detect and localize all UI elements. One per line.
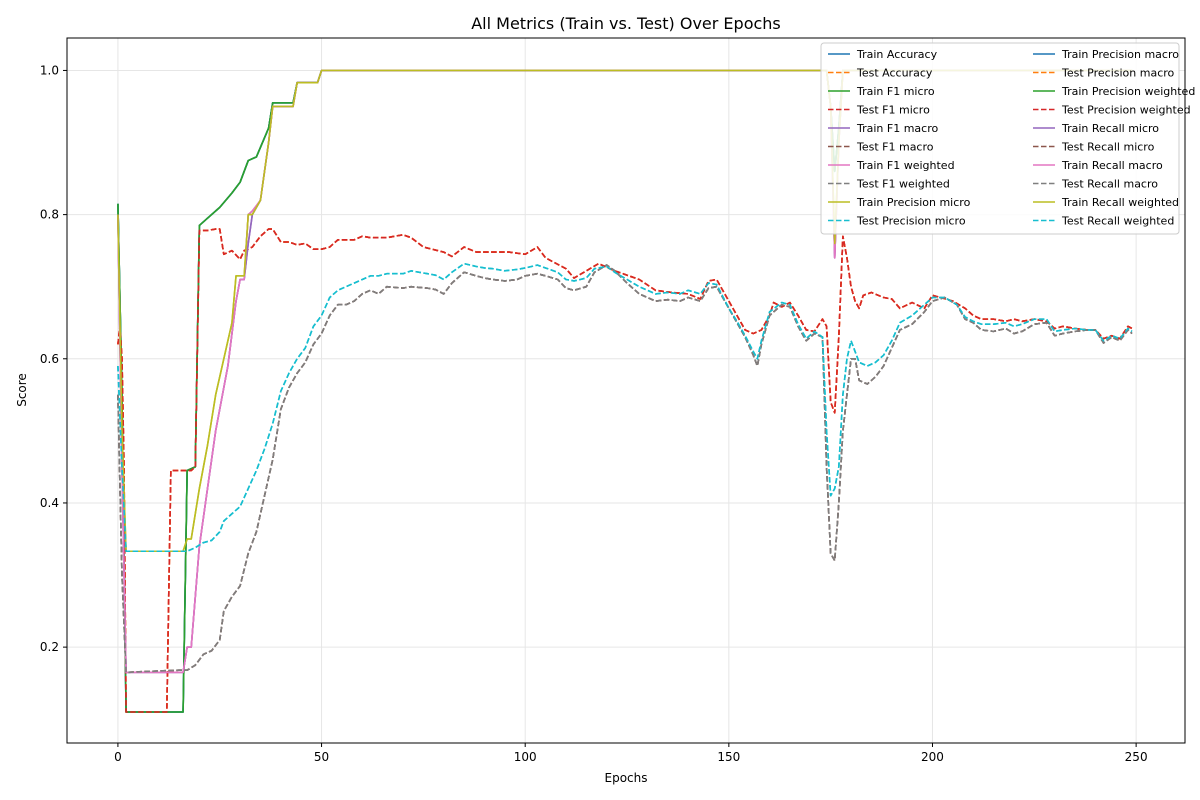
y-tick-label: 0.8 (40, 208, 59, 222)
y-tick-label: 0.2 (40, 640, 59, 654)
y-tick-label: 0.6 (40, 352, 59, 366)
plot-frame (66, 37, 1186, 744)
y-axis-label: Score (15, 373, 29, 407)
legend-entry-label: Train Accuracy (856, 48, 938, 61)
legend-entry-label: Train Recall micro (1061, 122, 1159, 135)
chart-title: All Metrics (Train vs. Test) Over Epochs (471, 14, 781, 33)
legend-box (820, 42, 1180, 235)
legend-entry-label: Train F1 micro (856, 85, 935, 98)
x-tick-label: 50 (314, 750, 329, 764)
series-line-test-recall-weighted (117, 262, 1133, 553)
legend-entry-label: Test Recall micro (1061, 141, 1155, 154)
tick-layer: 0 50 100 150 200 250 0.2 0.4 0.6 0.8 1.0 (40, 63, 1148, 764)
x-tick-label: 100 (514, 750, 537, 764)
x-tick-label: 0 (114, 750, 122, 764)
legend-entry-label: Train Precision weighted (1061, 85, 1195, 98)
series-line-test-precision-micro (117, 262, 1133, 553)
legend-entry-label: Train Precision micro (856, 196, 971, 209)
legend-entry-label: Train F1 weighted (856, 159, 955, 172)
x-axis-label: Epochs (605, 771, 648, 785)
series-line-test-precision-weighted (117, 228, 1133, 713)
x-tick-label: 250 (1125, 750, 1148, 764)
y-tick-label: 0.4 (40, 496, 59, 510)
legend-entry-label: Train Recall weighted (1061, 196, 1179, 209)
series-line-test-recall-macro (117, 264, 1133, 674)
legend-entry-label: Test Precision macro (1061, 67, 1175, 80)
legend-entry-label: Test F1 macro (856, 141, 934, 154)
legend-entry-label: Train F1 macro (856, 122, 938, 135)
legend-entry-label: Test Precision micro (856, 215, 966, 228)
y-tick-label: 1.0 (40, 63, 59, 77)
legend-entry-label: Train Recall macro (1061, 159, 1163, 172)
legend: Train Accuracy Test Accuracy Train F1 micr… (820, 42, 1195, 235)
legend-entry-label: Test Recall weighted (1061, 215, 1174, 228)
legend-entry-label: Test F1 micro (856, 104, 930, 117)
legend-entry-label: Test Accuracy (856, 67, 933, 80)
legend-entry-label: Train Precision macro (1061, 48, 1179, 61)
x-tick-label: 200 (921, 750, 944, 764)
legend-entry-label: Test Recall macro (1061, 178, 1158, 191)
legend-entry-label: Test F1 weighted (856, 178, 950, 191)
legend-entry-label: Test Precision weighted (1061, 104, 1191, 117)
x-tick-label: 150 (717, 750, 740, 764)
